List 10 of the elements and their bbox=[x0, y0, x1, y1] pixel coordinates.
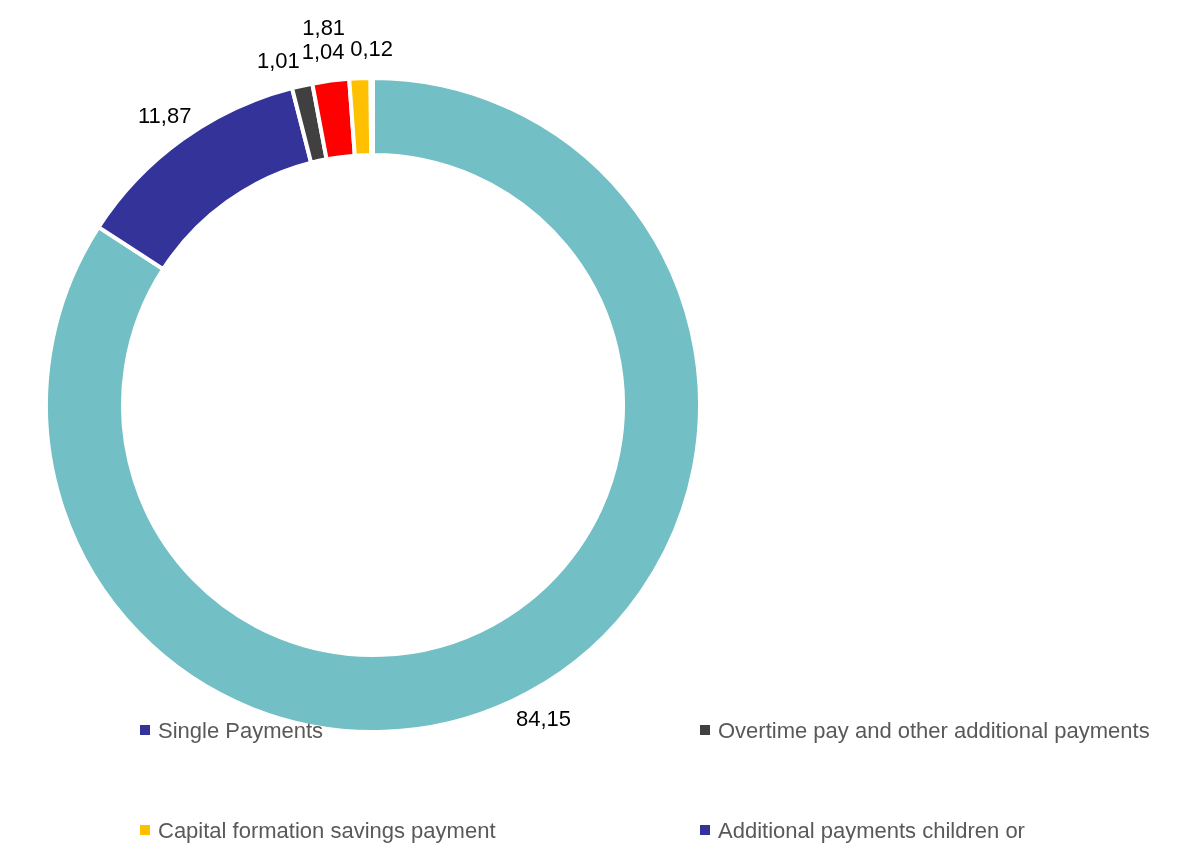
data-label: 0,12 bbox=[350, 35, 394, 61]
legend-label: Overtime pay and other additional payments bbox=[718, 717, 1150, 743]
data-label: 11,87 bbox=[138, 102, 192, 128]
data-label: 84,15 bbox=[515, 706, 572, 732]
legend-label: Capital formation savings payment bbox=[158, 817, 496, 843]
data-label: 1,81 bbox=[302, 14, 346, 40]
legend-label: Single Payments bbox=[158, 717, 324, 743]
legend-label: Additional payments children or bbox=[718, 817, 1025, 843]
data-label: 1,04 bbox=[301, 39, 345, 64]
data-label: 1,01 bbox=[256, 48, 300, 74]
